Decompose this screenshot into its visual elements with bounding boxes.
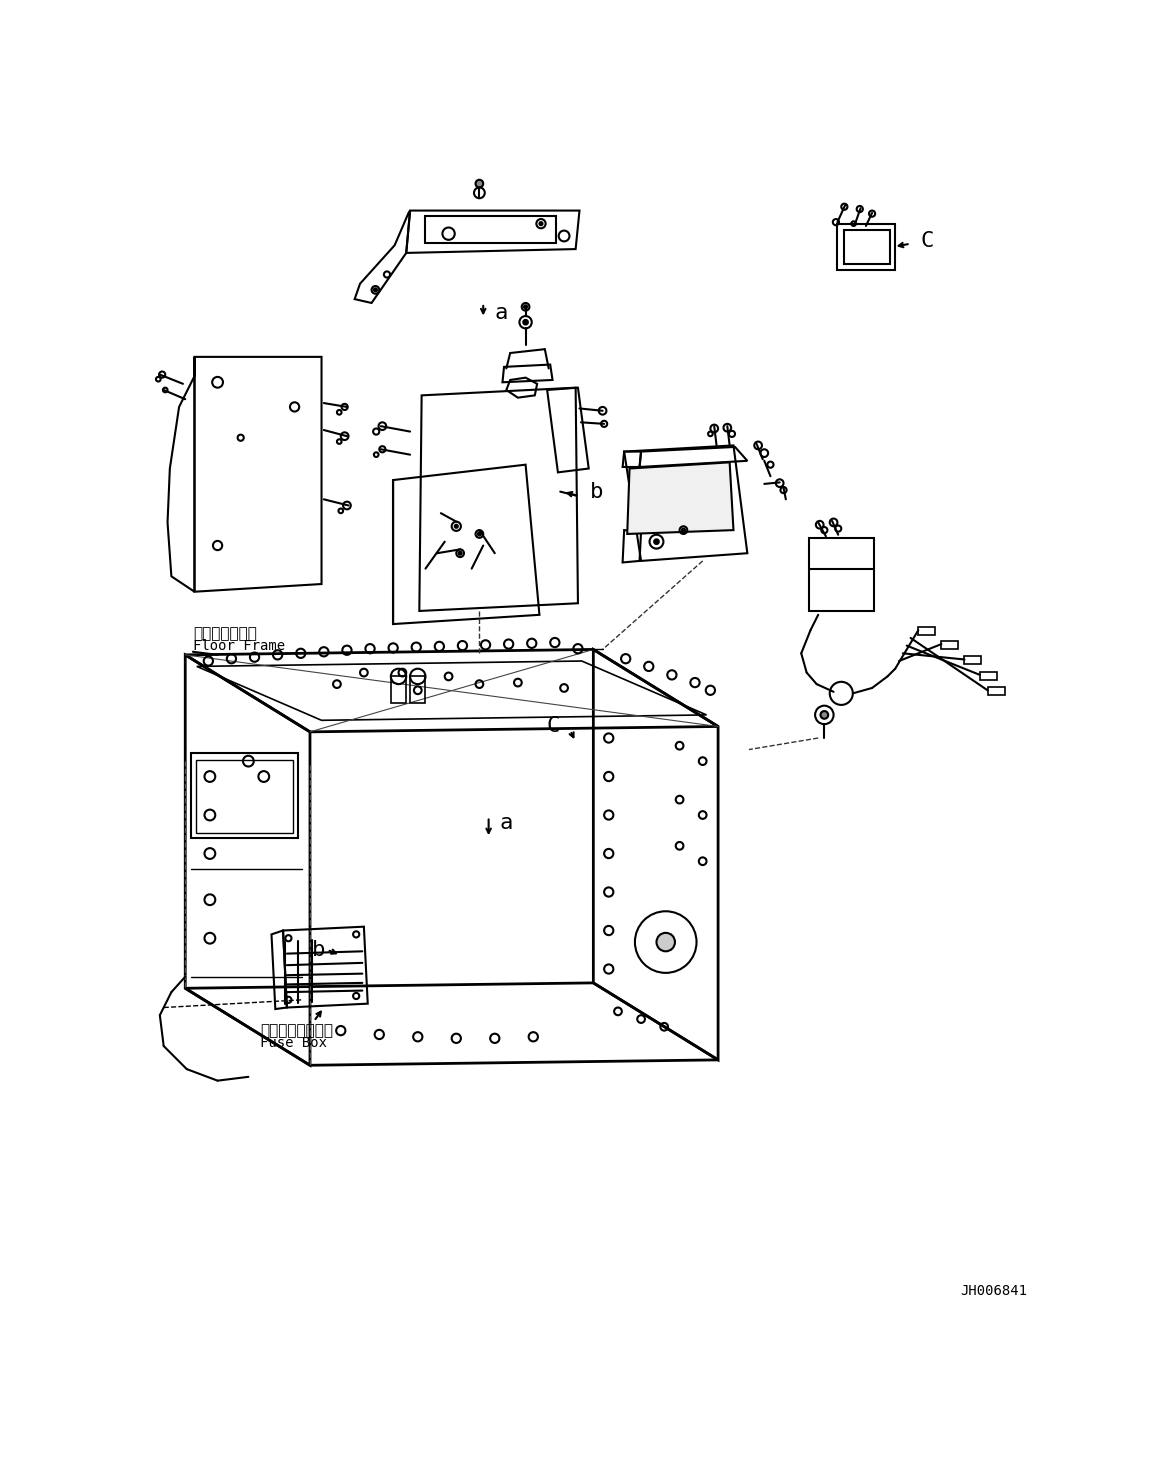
Circle shape (455, 525, 458, 528)
Bar (987, 688, 1005, 695)
Bar (837, 224, 896, 270)
Bar (191, 754, 299, 839)
Bar (809, 538, 875, 611)
Circle shape (476, 180, 484, 188)
Polygon shape (627, 462, 734, 534)
Text: フューズボックス: フューズボックス (261, 1023, 333, 1038)
Circle shape (656, 932, 675, 951)
Bar (426, 216, 556, 243)
Bar (919, 627, 935, 635)
Circle shape (540, 223, 542, 226)
Text: フロアフレーム: フロアフレーム (193, 626, 257, 642)
Text: Fuse Box: Fuse Box (261, 1036, 327, 1050)
Circle shape (478, 532, 481, 535)
Circle shape (373, 289, 377, 292)
Text: C: C (921, 232, 934, 251)
Bar (411, 676, 426, 704)
Circle shape (523, 320, 528, 324)
Text: C: C (547, 717, 561, 736)
Circle shape (525, 305, 527, 308)
Circle shape (820, 711, 828, 718)
Circle shape (682, 529, 685, 532)
Text: JH006841: JH006841 (961, 1284, 1028, 1297)
Bar (197, 759, 293, 833)
Text: a: a (494, 303, 508, 323)
Circle shape (458, 551, 462, 554)
Text: Floor Frame: Floor Frame (193, 639, 285, 652)
Text: b: b (312, 940, 326, 960)
Circle shape (654, 539, 658, 544)
Bar (964, 657, 982, 664)
Bar (843, 230, 890, 264)
Bar (941, 641, 958, 648)
Text: b: b (590, 482, 602, 501)
Bar (391, 676, 406, 704)
Text: a: a (499, 812, 513, 833)
Bar (980, 671, 997, 680)
